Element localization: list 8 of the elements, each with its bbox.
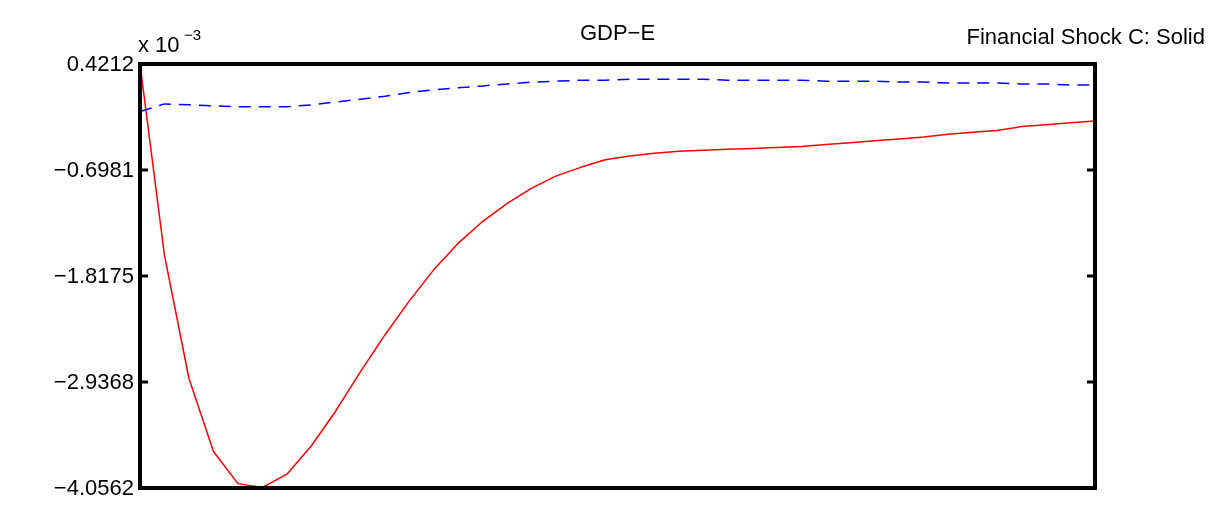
y-tick-label: −1.8175: [53, 263, 134, 288]
y-tick-label: −0.6981: [53, 157, 134, 182]
y-tick-label: −4.0562: [53, 475, 134, 500]
y-tick-label: −2.9368: [53, 369, 134, 394]
y-tick-label: 0.4212: [66, 51, 134, 76]
text: x 10−3: [138, 26, 202, 57]
chart-title: GDP−E: [579, 20, 656, 45]
text: Financial Shock C: Solid: [966, 24, 1205, 49]
